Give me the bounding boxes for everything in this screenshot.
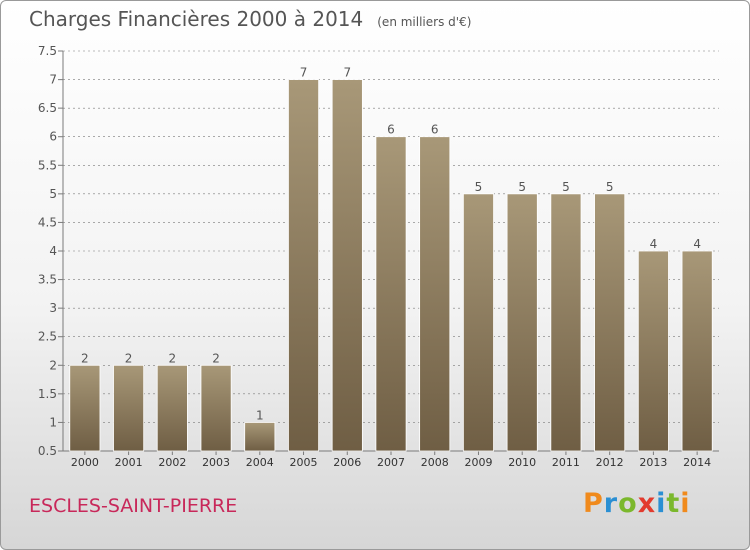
bar <box>69 364 101 452</box>
logo-letter: i <box>680 488 691 519</box>
chart-title: Charges Financières 2000 à 2014 <box>29 7 364 31</box>
x-tick-label: 2001 <box>115 456 143 469</box>
x-tick-label: 2009 <box>464 456 492 469</box>
logo-letter: t <box>666 488 681 519</box>
y-tick-label: 5.5 <box>38 158 57 172</box>
bar <box>375 136 407 452</box>
data-label: 5 <box>606 180 614 194</box>
logo-letter: x <box>637 488 657 519</box>
y-tick-label: 0.5 <box>38 444 57 458</box>
y-tick-label: 1 <box>49 415 57 429</box>
data-label: 2 <box>125 351 133 365</box>
bar <box>594 193 626 452</box>
y-tick-label: 2 <box>49 358 57 372</box>
data-label: 2 <box>81 351 89 365</box>
bar <box>681 250 713 452</box>
bar <box>331 79 363 452</box>
y-tick-label: 5 <box>49 187 57 201</box>
x-tick-label: 2006 <box>333 456 361 469</box>
x-tick-label: 2003 <box>202 456 230 469</box>
x-tick-label: 2012 <box>596 456 624 469</box>
y-tick-label: 2.5 <box>38 330 57 344</box>
x-tick-label: 2008 <box>421 456 449 469</box>
x-tick-label: 2010 <box>508 456 536 469</box>
bar <box>506 193 538 452</box>
x-tick-label: 2002 <box>158 456 186 469</box>
y-tick-label: 3.5 <box>38 273 57 287</box>
data-label: 6 <box>431 123 439 137</box>
y-tick-label: 7.5 <box>38 44 57 58</box>
bar <box>200 364 232 452</box>
y-tick-label: 4 <box>49 244 57 258</box>
logo-letter: o <box>618 488 638 519</box>
x-tick-label: 2014 <box>683 456 711 469</box>
logo-letter: i <box>656 488 667 519</box>
y-tick-label: 4.5 <box>38 215 57 229</box>
x-tick-label: 2004 <box>246 456 274 469</box>
town-name: ESCLES-SAINT-PIERRE <box>29 495 238 517</box>
bars <box>69 79 713 452</box>
proxiti-logo: Proxiti <box>583 488 691 519</box>
bar <box>244 422 276 452</box>
data-label: 6 <box>387 123 395 137</box>
x-tick-label: 2005 <box>290 456 318 469</box>
y-tick-label: 7 <box>49 73 57 87</box>
bar <box>637 250 669 452</box>
data-label: 2 <box>169 351 177 365</box>
data-label: 5 <box>518 180 526 194</box>
bar <box>419 136 451 452</box>
x-tick-label: 2011 <box>552 456 580 469</box>
data-label: 1 <box>256 408 264 422</box>
data-label: 2 <box>212 351 220 365</box>
chart-title-block: Charges Financières 2000 à 2014 (en milli… <box>29 7 471 31</box>
bar <box>288 79 320 452</box>
bar <box>550 193 582 452</box>
chart-unit: (en milliers d'€) <box>377 15 472 29</box>
data-label: 5 <box>475 180 483 194</box>
data-label: 4 <box>650 237 658 251</box>
data-label: 4 <box>693 237 701 251</box>
y-tick-label: 6.5 <box>38 101 57 115</box>
y-tick-label: 3 <box>49 301 57 315</box>
data-label: 7 <box>300 66 308 80</box>
data-label: 7 <box>343 66 351 80</box>
labels: 0.5 1 1.5 2 2.5 3 3.5 4 4.5 5 5.5 6 6.5 7 7.5 2 2000 2 200… <box>38 44 711 469</box>
bar <box>462 193 494 452</box>
bar <box>113 364 145 452</box>
y-tick-label: 6 <box>49 130 57 144</box>
logo-letter: r <box>603 488 619 519</box>
x-tick-label: 2007 <box>377 456 405 469</box>
logo-letter: P <box>583 488 604 519</box>
data-label: 5 <box>562 180 570 194</box>
x-tick-label: 2000 <box>71 456 99 469</box>
y-tick-label: 1.5 <box>38 387 57 401</box>
bar <box>156 364 188 452</box>
x-tick-label: 2013 <box>639 456 667 469</box>
